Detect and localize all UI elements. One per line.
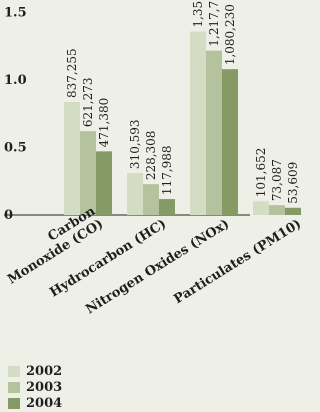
data-label: 310,593: [128, 119, 142, 169]
x-tick-label: Particulates (PM10): [171, 217, 304, 308]
data-label: 837,255: [65, 48, 79, 98]
data-label: 117,988: [160, 145, 174, 195]
data-label: 621,273: [81, 78, 95, 128]
legend-item-2004: 2004: [8, 396, 62, 411]
bar: [159, 199, 175, 215]
bar: [190, 31, 206, 215]
bar: [285, 207, 301, 215]
legend-item-2003: 2003: [8, 380, 62, 395]
bar: [253, 201, 269, 215]
y-tick-label: 1.0: [4, 73, 27, 88]
data-label: 1,359: [191, 0, 205, 28]
legend-label: 2002: [26, 364, 63, 379]
bar: [96, 151, 112, 215]
legend-swatch: [8, 382, 20, 393]
data-label: 1,217,78: [207, 0, 221, 47]
legend-label: 2004: [26, 396, 63, 411]
y-tick-label: 1.5: [4, 6, 27, 21]
legend-swatch: [8, 366, 20, 377]
legend-label: 2003: [26, 380, 63, 395]
bar: [206, 50, 222, 215]
data-label: 1,080,230: [223, 4, 237, 65]
legend-swatch: [8, 398, 20, 409]
data-label: 101,652: [254, 148, 268, 198]
y-tick-label: 0.5: [4, 141, 27, 156]
bar: [127, 173, 143, 215]
bar: [143, 184, 159, 215]
bar: [269, 205, 285, 215]
bar: [222, 69, 238, 216]
bars: [64, 31, 301, 216]
bar: [80, 131, 96, 215]
legend: 2002 2003 2004: [8, 364, 62, 412]
data-label: 471,380: [97, 98, 111, 148]
legend-item-2002: 2002: [8, 364, 62, 379]
data-label: 73,087: [270, 159, 284, 201]
data-label: 228,308: [144, 131, 158, 181]
data-label: 53,609: [286, 162, 300, 204]
bar: [64, 101, 80, 215]
